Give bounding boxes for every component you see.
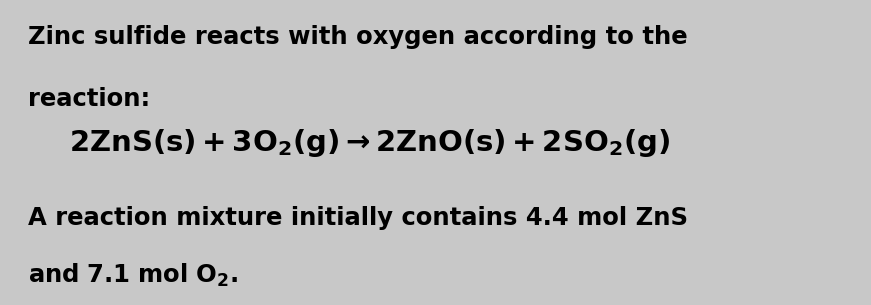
Text: Zinc sulfide reacts with oxygen according to the: Zinc sulfide reacts with oxygen accordin… <box>28 25 688 49</box>
Text: $\mathregular{and\ 7.1\ mol\ O_2.}$: $\mathregular{and\ 7.1\ mol\ O_2.}$ <box>28 262 238 289</box>
Text: $\mathregular{2ZnS(s) + 3O_2(g) \rightarrow 2ZnO(s) + 2SO_2(g)}$: $\mathregular{2ZnS(s) + 3O_2(g) \rightar… <box>69 127 670 159</box>
Text: reaction:: reaction: <box>28 87 151 111</box>
Text: A reaction mixture initially contains 4.4 mol ZnS: A reaction mixture initially contains 4.… <box>28 206 688 230</box>
